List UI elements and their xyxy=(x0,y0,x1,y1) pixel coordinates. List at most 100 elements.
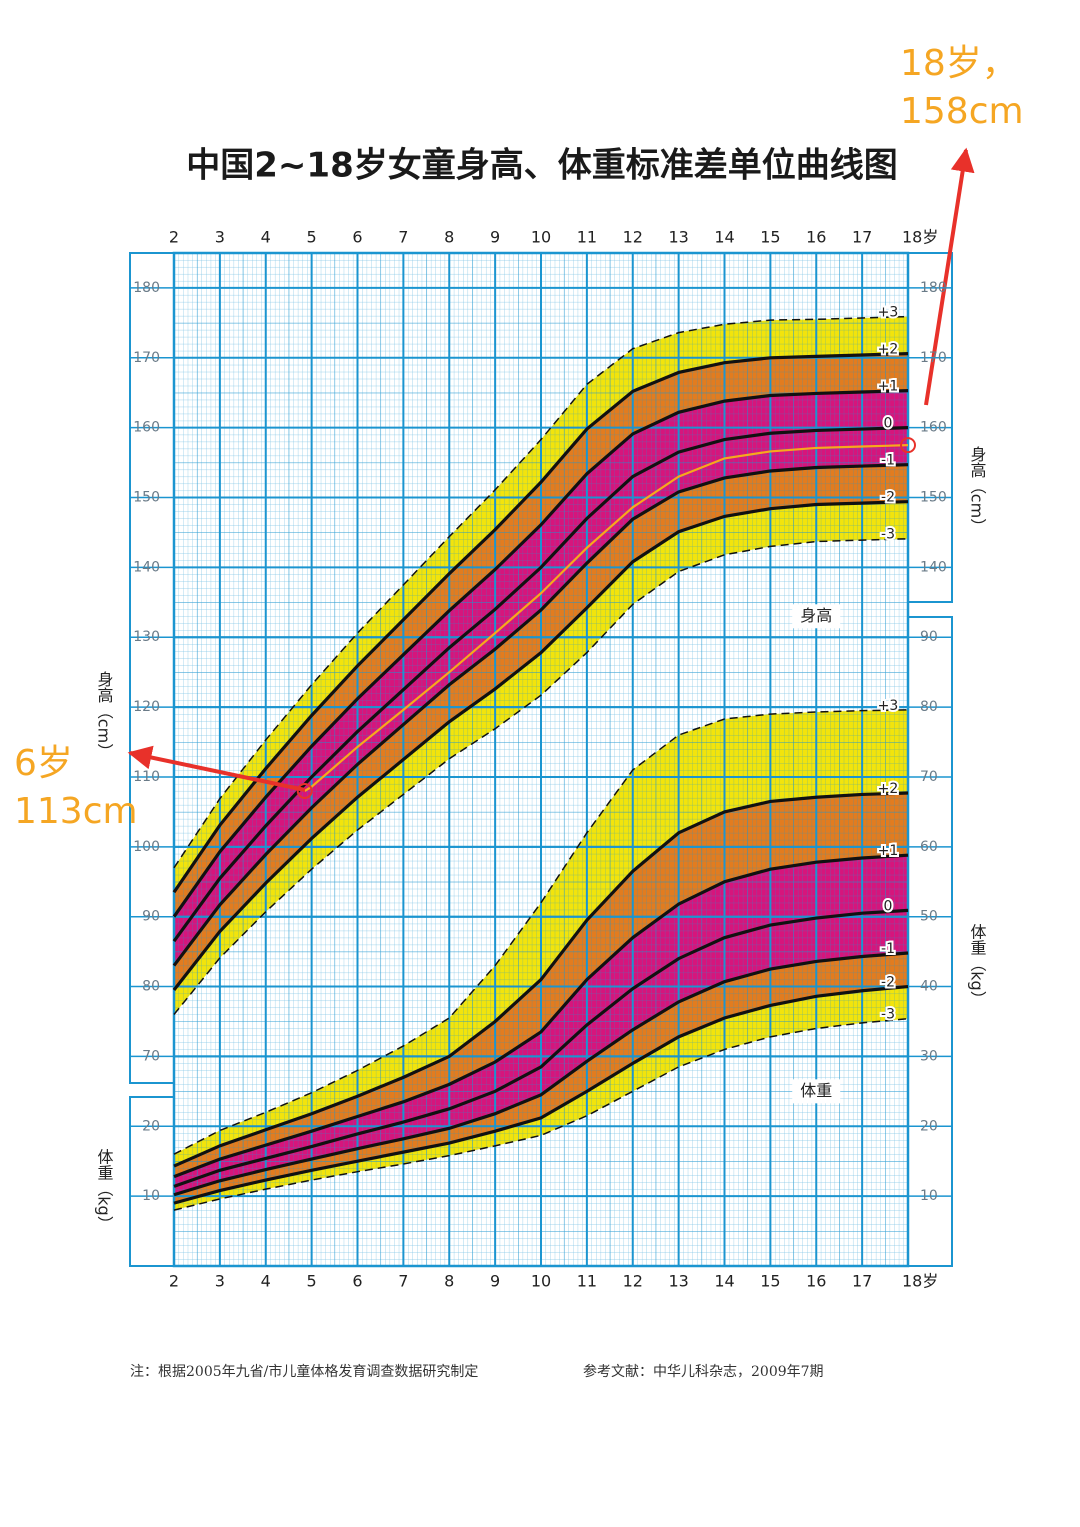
sd-curve xyxy=(172,389,909,918)
annotation: 158cm xyxy=(900,91,1024,132)
curve-label: +2 xyxy=(878,342,899,358)
x-tick-label: 9 xyxy=(490,228,500,247)
curve-label: +1 xyxy=(878,379,899,395)
x-tick-label: 14 xyxy=(714,228,734,247)
x-tick-label: 4 xyxy=(261,228,271,247)
x-tick-label: 8 xyxy=(444,228,454,247)
x-tick-label: 13 xyxy=(668,228,688,247)
y-tick-label: 10 xyxy=(142,1188,160,1204)
footnote: 参考文献：中华儿科杂志，2009年7期 xyxy=(583,1363,824,1380)
x-tick-label: 7 xyxy=(398,1272,408,1291)
child-marker xyxy=(900,437,916,454)
y-tick-label: 180 xyxy=(920,280,947,296)
sd-curve xyxy=(173,951,909,1197)
y-tick-label: 140 xyxy=(920,559,947,575)
x-tick-label: 13 xyxy=(668,1272,688,1291)
y-tick-label: 80 xyxy=(920,699,938,715)
child-line xyxy=(304,444,909,792)
x-tick-label: 17 xyxy=(852,228,872,247)
x-tick-label: 8 xyxy=(444,1272,454,1291)
sd-curve xyxy=(173,709,909,1155)
label-background xyxy=(792,604,841,629)
x-tick-label: 7 xyxy=(398,228,408,247)
y-tick-label: 160 xyxy=(133,420,160,436)
sd-curve xyxy=(173,984,909,1205)
panel-label: 身高 xyxy=(800,606,832,625)
curve-label: -2 xyxy=(881,975,895,991)
annotation: 18岁， xyxy=(900,43,1018,84)
y-tick-label: 90 xyxy=(920,629,938,645)
label-background xyxy=(792,1079,841,1104)
x-tick-label: 18岁 xyxy=(902,1272,938,1291)
axis-strip xyxy=(129,252,175,1084)
y-tick-label: 120 xyxy=(133,699,160,715)
y-tick-label: 100 xyxy=(133,839,160,855)
y-tick-label: 170 xyxy=(133,350,160,366)
x-tick-label: 15 xyxy=(760,228,780,247)
x-tick-label: 6 xyxy=(352,228,362,247)
x-tick-label: 2 xyxy=(169,228,179,247)
sd-curve xyxy=(172,463,909,967)
x-tick-label: 5 xyxy=(307,1272,317,1291)
x-tick-label: 16 xyxy=(806,228,826,247)
x-tick-label: 11 xyxy=(577,1272,597,1291)
annotation: 6岁 xyxy=(14,743,73,784)
sd-curve xyxy=(172,500,909,992)
curve-label: +2 xyxy=(878,781,899,797)
arrow xyxy=(924,147,975,406)
curve-label: -2 xyxy=(881,490,895,506)
y-tick-label: 20 xyxy=(920,1118,938,1134)
curve-label: +1 xyxy=(878,843,899,859)
x-tick-label: 3 xyxy=(215,228,225,247)
y-axis-label: 身高（cm） xyxy=(95,671,114,759)
sd-curve xyxy=(173,853,909,1179)
y-tick-label: 130 xyxy=(133,629,160,645)
y-tick-label: 110 xyxy=(133,769,160,785)
sd-curve xyxy=(172,352,909,894)
x-tick-label: 17 xyxy=(852,1272,872,1291)
sd-curve xyxy=(172,426,909,943)
y-tick-label: 90 xyxy=(142,909,160,925)
y-tick-label: 30 xyxy=(920,1048,938,1064)
y-tick-label: 10 xyxy=(920,1188,938,1204)
sd-curve xyxy=(173,1017,909,1211)
x-tick-label: 2 xyxy=(169,1272,179,1291)
sd-curve xyxy=(173,791,909,1168)
curve-label: -1 xyxy=(881,941,895,957)
y-tick-label: 150 xyxy=(920,490,947,506)
sd-curve xyxy=(173,537,909,1015)
x-tick-label: 16 xyxy=(806,1272,826,1291)
arrow xyxy=(127,745,306,792)
y-axis-label: 身高（cm） xyxy=(968,446,987,534)
footnote: 注：根据2005年九省/市儿童体格发育调查数据研究制定 xyxy=(130,1363,478,1380)
curve-label: -1 xyxy=(881,453,895,469)
y2-axis-label: 体重（kg） xyxy=(95,1148,114,1231)
y-tick-label: 170 xyxy=(920,350,947,366)
axis-strip xyxy=(129,1096,175,1267)
curve-label: +3 xyxy=(878,698,899,714)
child-marker xyxy=(296,782,313,799)
x-tick-label: 5 xyxy=(307,228,317,247)
y2-axis-label: 体重（kg） xyxy=(968,923,987,1006)
sd-curve xyxy=(173,315,909,869)
axis-strip xyxy=(907,616,953,1267)
x-tick-label: 6 xyxy=(352,1272,362,1291)
curve-label: 0 xyxy=(884,898,893,914)
y-tick-label: 70 xyxy=(920,769,938,785)
annotation: 113cm xyxy=(14,791,138,832)
x-tick-label: 18岁 xyxy=(902,228,938,247)
y-tick-label: 160 xyxy=(920,420,947,436)
x-tick-label: 4 xyxy=(261,1272,271,1291)
y-tick-label: 50 xyxy=(920,909,938,925)
curve-label: -3 xyxy=(881,1007,895,1023)
y-tick-label: 70 xyxy=(142,1048,160,1064)
sd-curve xyxy=(173,908,909,1188)
x-tick-label: 12 xyxy=(623,1272,643,1291)
x-tick-label: 12 xyxy=(623,228,643,247)
x-tick-label: 10 xyxy=(531,228,551,247)
plot-frame xyxy=(172,251,910,1268)
